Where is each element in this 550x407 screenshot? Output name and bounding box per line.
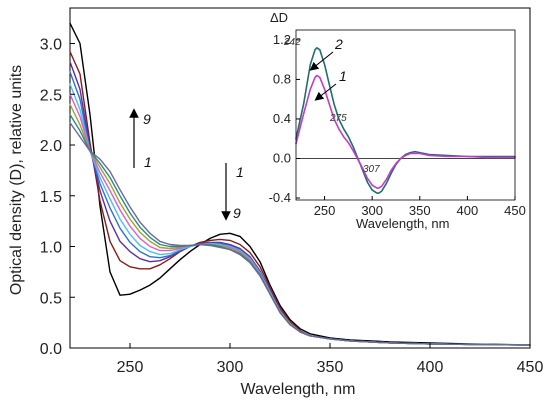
- inset-series-group: [295, 47, 516, 194]
- main-x-tick-label-300: 300: [217, 359, 244, 376]
- inset-x-tick-label-450: 450: [504, 203, 526, 218]
- main-y-tick-label-1.5: 1.5: [40, 189, 62, 206]
- decrease-arrow-start-label: 1: [236, 164, 244, 180]
- inset-x-tick-label-350: 350: [409, 203, 431, 218]
- inset-curve-1-label: 1: [339, 68, 347, 84]
- inset-curve-1-arrow: [314, 83, 337, 101]
- inset-x-axis: 250 300 350 400 450: [314, 196, 526, 218]
- inset-x-tick-label-300: 300: [361, 203, 383, 218]
- main-y-axis-title: Optical density (D), relative units: [8, 65, 25, 295]
- main-y-tick-label-3.0: 3.0: [40, 37, 62, 54]
- main-x-tick-label-350: 350: [317, 359, 344, 376]
- main-y-tick-label-2.5: 2.5: [40, 87, 62, 104]
- inset-plot: 250 300 350 400 450 -0.4 0.0 0.4 0.8 1.2 ΔD Wave…: [269, 10, 526, 231]
- increase-arrow-end-label: 9: [143, 111, 151, 127]
- inset-y-axis-title: ΔD: [270, 10, 288, 25]
- main-y-tick-label-0.0: 0.0: [40, 341, 62, 358]
- main-y-axis: 0.0 0.5 1.0 1.5 2.0 2.5 3.0: [40, 37, 75, 358]
- inset-plot-frame: [295, 29, 516, 201]
- inset-x-axis-title: Wavelength, nm: [356, 216, 449, 231]
- inset-peak-242-label: 242: [283, 37, 301, 48]
- inset-peak-275-label: 275: [329, 113, 347, 124]
- decrease-arrow-end-label: 9: [233, 205, 241, 221]
- main-y-tick-label-2.0: 2.0: [40, 138, 62, 155]
- inset-curve-2-arrow: [309, 51, 334, 71]
- inset-peak-307-label: 307: [363, 164, 380, 175]
- main-series-1: [69, 22, 531, 346]
- inset-y-tick-label-1.2: 1.2: [273, 32, 291, 47]
- main-plot: 250 300 350 400 450 0.0 0.5 1.0 1.5 2.0 2.5 3.0 Wa…: [8, 7, 544, 398]
- inset-series-1: [295, 47, 516, 194]
- main-y-tick-label-0.5: 0.5: [40, 290, 62, 307]
- inset-y-tick-label-0.4: 0.4: [273, 111, 291, 126]
- main-x-tick-label-250: 250: [117, 359, 144, 376]
- increase-arrow-start-label: 1: [144, 154, 152, 170]
- inset-x-tick-label-250: 250: [314, 203, 336, 218]
- main-series-9: [69, 122, 531, 346]
- inset-y-axis: -0.4 0.0 0.4 0.8 1.2: [269, 32, 300, 205]
- inset-y-tick-label-0.0: 0.0: [273, 150, 291, 165]
- main-x-axis-title: Wavelength, nm: [240, 381, 355, 398]
- inset-curve-2-label: 2: [334, 36, 343, 52]
- main-y-tick-label-1.0: 1.0: [40, 240, 62, 257]
- main-x-tick-label-450: 450: [517, 359, 544, 376]
- inset-y-tick-label-0.8: 0.8: [273, 71, 291, 86]
- main-x-axis: 250 300 350 400 450: [117, 343, 544, 376]
- inset-x-tick-label-400: 400: [457, 203, 479, 218]
- main-series-group: [69, 22, 531, 346]
- main-plot-frame: [69, 7, 531, 349]
- inset-series-2: [295, 74, 516, 189]
- inset-y-tick-label--0.4: -0.4: [269, 190, 291, 205]
- main-x-tick-label-400: 400: [417, 359, 444, 376]
